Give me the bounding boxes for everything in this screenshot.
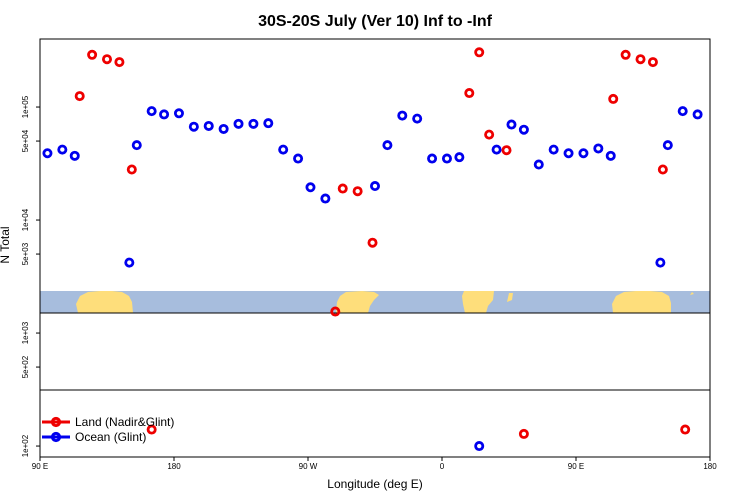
series-ocean — [42, 106, 703, 452]
y-tick-label: 1e+03 — [21, 321, 30, 344]
data-point — [518, 428, 529, 439]
data-point — [454, 152, 465, 163]
data-point — [518, 124, 529, 135]
data-point — [124, 257, 135, 268]
y-tick-label: 5e+04 — [21, 129, 30, 152]
y-tick-label: 1e+05 — [21, 95, 30, 118]
series-layer — [42, 47, 703, 452]
plot-frame-upper — [39, 38, 711, 314]
data-point — [367, 237, 378, 248]
data-point — [474, 47, 485, 58]
data-point — [131, 140, 142, 151]
chart-title: 30S-20S July (Ver 10) Inf to -Inf — [258, 13, 493, 30]
data-point — [203, 120, 214, 131]
x-tick-label: 180 — [703, 462, 717, 471]
x-tick-label: 90 E — [568, 462, 584, 471]
data-point — [692, 109, 703, 120]
x-tick-label: 0 — [440, 462, 445, 471]
data-point — [677, 106, 688, 117]
x-tick-label: 90 W — [299, 462, 318, 471]
data-point — [593, 143, 604, 154]
data-point — [87, 49, 98, 60]
land-madagascar — [507, 293, 513, 302]
land-africa — [462, 291, 494, 313]
plot-frame-lower — [39, 312, 711, 458]
data-point — [74, 91, 85, 102]
data-point — [635, 54, 646, 65]
x-tick-label: 180 — [167, 462, 181, 471]
land-nz-fragment — [690, 292, 694, 295]
data-point — [680, 424, 691, 435]
legend: Land (Nadir&Glint) Ocean (Glint) — [42, 415, 174, 444]
legend-marker-ocean — [50, 431, 62, 443]
data-point — [464, 88, 475, 99]
land-south-america — [336, 291, 379, 313]
data-point — [655, 257, 666, 268]
data-point — [427, 153, 438, 164]
y-axis-label: N Total — [0, 226, 12, 263]
data-point — [605, 150, 616, 161]
data-point — [293, 153, 304, 164]
data-point — [662, 140, 673, 151]
data-point — [647, 57, 658, 68]
data-point — [382, 140, 393, 151]
data-point — [218, 123, 229, 134]
x-axis-label: Longitude (deg E) — [327, 477, 422, 491]
data-point — [657, 164, 668, 175]
data-point — [501, 145, 512, 156]
data-point — [369, 181, 380, 192]
data-point — [305, 182, 316, 193]
land-australia — [76, 291, 133, 313]
data-point — [42, 148, 53, 159]
data-point — [278, 144, 289, 155]
data-point — [173, 108, 184, 119]
data-point — [114, 57, 125, 68]
y-tick-label: 5e+03 — [21, 242, 30, 265]
y-tick-label: 1e+02 — [21, 434, 30, 457]
data-point — [159, 109, 170, 120]
legend-marker-land — [50, 416, 62, 428]
data-point — [506, 119, 517, 130]
x-tick-label: 90 E — [32, 462, 48, 471]
data-point — [474, 441, 485, 452]
data-point — [320, 193, 331, 204]
legend-label-land: Land (Nadir&Glint) — [75, 415, 174, 429]
y-axis: 1e+02 5e+02 1e+03 5e+03 1e+04 5e+04 1e+05 — [21, 95, 40, 457]
data-point — [57, 144, 68, 155]
data-point — [563, 148, 574, 159]
data-point — [146, 424, 157, 435]
legend-label-ocean: Ocean (Glint) — [75, 430, 146, 444]
data-point — [441, 153, 452, 164]
data-point — [337, 183, 348, 194]
series-land — [74, 47, 691, 439]
data-point — [352, 186, 363, 197]
x-axis: 90 E 180 90 W 0 90 E 180 — [32, 457, 717, 471]
data-point — [491, 144, 502, 155]
data-point — [484, 129, 495, 140]
data-point — [397, 110, 408, 121]
y-tick-label: 5e+02 — [21, 355, 30, 378]
data-point — [330, 306, 341, 317]
y-tick-label: 1e+04 — [21, 208, 30, 231]
data-point — [126, 164, 137, 175]
data-point — [533, 159, 544, 170]
data-point — [69, 150, 80, 161]
data-point — [412, 113, 423, 124]
map-land — [76, 291, 694, 313]
data-point — [263, 118, 274, 129]
land-australia-repeat — [612, 291, 671, 313]
map-band — [40, 291, 710, 313]
data-point — [233, 118, 244, 129]
map-ocean — [40, 291, 710, 313]
data-point — [102, 54, 113, 65]
data-point — [620, 49, 631, 60]
data-point — [188, 121, 199, 132]
data-point — [248, 118, 259, 129]
data-point — [608, 93, 619, 104]
data-point — [578, 148, 589, 159]
data-point — [146, 106, 157, 117]
data-point — [548, 144, 559, 155]
